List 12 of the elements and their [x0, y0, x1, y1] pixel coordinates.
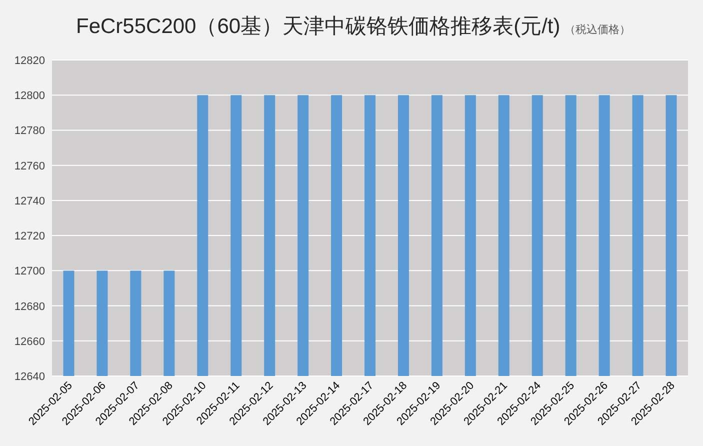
y-tick-label: 12720	[14, 230, 45, 243]
y-tick-label: 12820	[14, 55, 45, 67]
y-tick-label: 12700	[14, 266, 45, 278]
y-tick-label: 12640	[14, 371, 45, 383]
y-tick-label: 12680	[14, 300, 45, 313]
chart-title: FeCr55C200（60基）天津中碳铬铁価格推移表(元/t)	[76, 15, 560, 38]
y-tick-label: 12800	[14, 90, 45, 102]
y-tick-label: 12780	[14, 125, 45, 138]
chart-subtitle: （税込価格）	[564, 23, 630, 36]
y-tick-label: 12740	[14, 195, 45, 208]
y-tick-label: 12660	[14, 336, 45, 348]
y-tick-label: 12760	[14, 160, 45, 172]
